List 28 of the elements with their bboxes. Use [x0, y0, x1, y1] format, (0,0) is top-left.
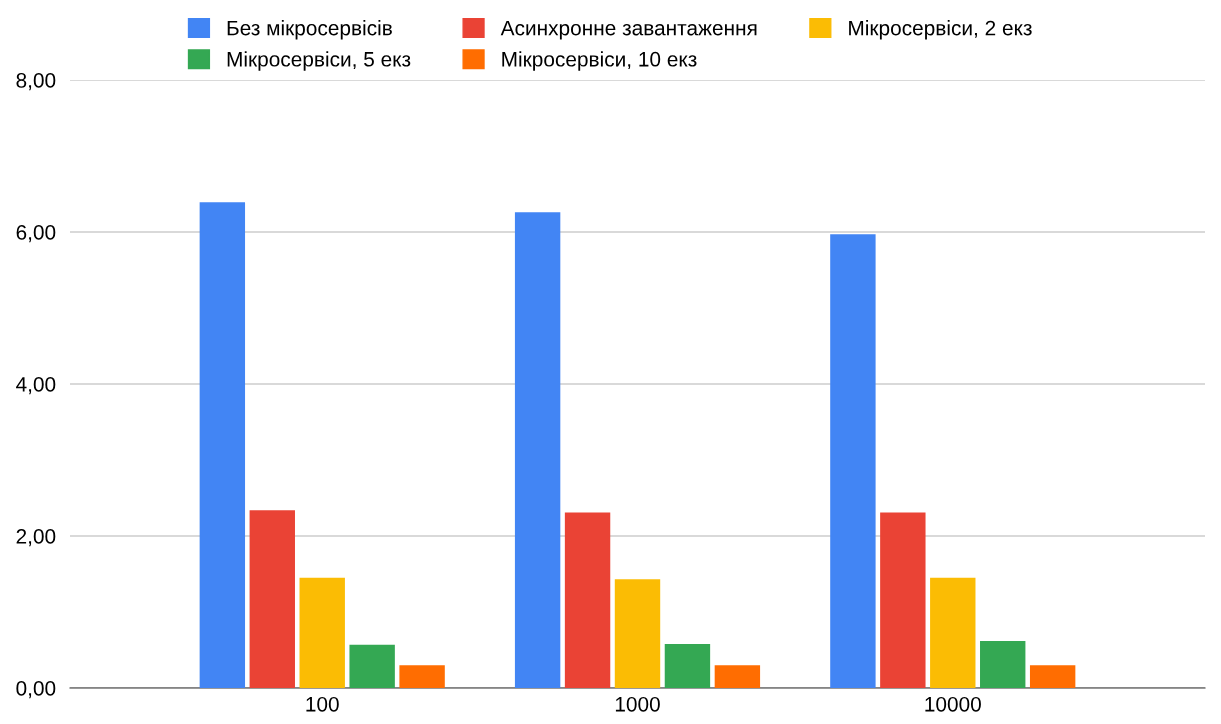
bar	[399, 665, 445, 688]
bar	[514, 212, 561, 688]
y-tick-label: 0,00	[16, 681, 56, 699]
bar	[349, 644, 395, 688]
y-tick-label: 8,00	[16, 73, 56, 91]
y-tick-label: 6,00	[16, 225, 56, 243]
legend-label: Без мікросервісів	[227, 20, 392, 40]
x-tick-label: 10000	[925, 696, 981, 712]
y-tick-label: 2,00	[16, 529, 56, 547]
bar	[299, 577, 345, 688]
bar	[199, 202, 246, 688]
bar	[249, 510, 295, 688]
bar	[714, 665, 761, 688]
bar	[664, 643, 711, 688]
bar	[614, 579, 661, 688]
bar	[980, 640, 1026, 688]
legend-label: Мікросервіси, 10 екз	[502, 51, 697, 71]
y-tick-label: 4,00	[16, 377, 56, 395]
bar	[880, 512, 926, 688]
bar	[1029, 665, 1076, 688]
bar	[830, 234, 876, 688]
bar	[930, 577, 976, 688]
legend-label: Мікросервіси, 5 екз	[227, 51, 411, 71]
bar	[564, 512, 611, 688]
x-tick-label: 100	[306, 696, 339, 712]
x-tick-label: 1000	[615, 696, 660, 712]
legend-label: Асинхронне завантаження	[500, 20, 757, 40]
legend-label: Мікросервіси, 2 екз	[849, 20, 1032, 40]
